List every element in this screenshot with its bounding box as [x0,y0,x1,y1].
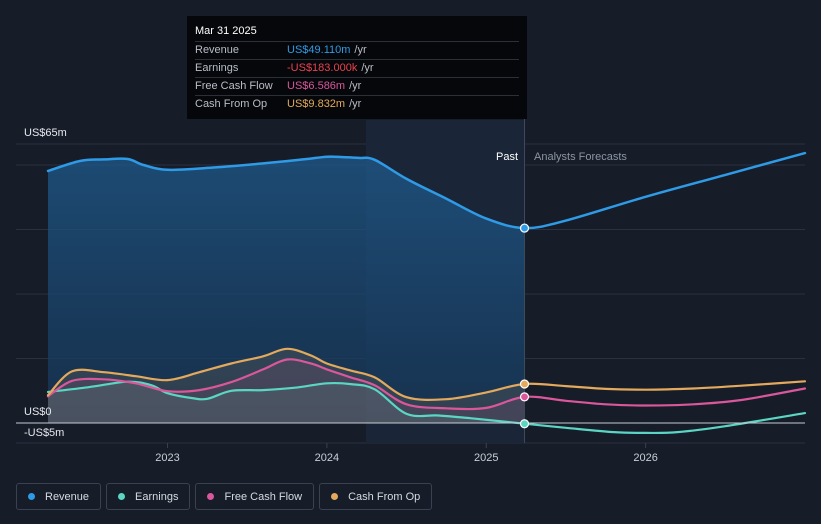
tooltip-value: US$49.110m [287,44,351,56]
tooltip-date: Mar 31 2025 [195,25,257,37]
tooltip-label: Free Cash Flow [195,80,273,92]
tooltip-row-revenue: Revenue US$49.110m /yr [195,41,519,59]
cash-from-op-point [519,379,530,389]
legend-item-free-cash-flow[interactable]: Free Cash Flow [195,483,315,510]
forecast-label: Analysts Forecasts [534,151,627,163]
x-tick-label: 2025 [474,452,498,464]
tooltip-unit: /yr [349,80,362,92]
series-lines [46,151,807,435]
x-tick-label: 2024 [315,452,339,464]
tooltip-unit: /yr [349,98,362,110]
earnings-dot-icon [118,493,126,500]
tooltip-value: -US$183.000k [287,62,358,74]
tooltip-unit: /yr [354,44,367,56]
earnings-area [48,381,525,424]
x-tick-label: 2023 [155,452,179,464]
y-axis-label-top: US$65m [24,127,67,139]
tooltip-row-free-cash-flow: Free Cash Flow US$6.586m /yr [195,77,519,95]
y-axis-label-negative: -US$5m [24,427,64,439]
free-cash-flow-area [48,359,525,423]
cash-from-op-dot-icon [331,493,339,500]
free-cash-flow-line [46,358,807,411]
legend-label: Earnings [135,490,179,503]
past-label: Past [496,151,518,163]
legend-label: Cash From Op [348,490,421,503]
tooltip-value: US$6.586m [287,80,346,92]
revenue-point [519,223,530,233]
legend-item-cash-from-op[interactable]: Cash From Op [319,483,433,510]
tooltip-label: Revenue [195,44,240,56]
free-cash-flow-point [519,392,530,402]
highlight-points [519,223,530,429]
tooltip-label: Cash From Op [195,98,268,110]
revenue-dot-icon [28,493,35,500]
legend: Revenue Earnings Free Cash Flow Cash Fro… [16,483,433,510]
tooltip-label: Earnings [195,62,239,74]
free-cash-flow-dot-icon [207,493,215,500]
x-axis-ticks: 2023 2024 2025 2026 [155,443,658,464]
revenue-area [48,156,525,424]
tooltip-unit: /yr [361,62,374,74]
legend-item-revenue[interactable]: Revenue [16,483,102,510]
revenue-line [46,151,807,230]
earnings-point [519,419,530,429]
legend-label: Free Cash Flow [224,490,303,503]
x-tick-label: 2026 [633,452,657,464]
legend-item-earnings[interactable]: Earnings [106,483,191,510]
tooltip-row-cash-from-op: Cash From Op US$9.832m /yr [195,95,519,113]
tooltip-value: US$9.832m [287,98,346,110]
tooltip: Mar 31 2025 Revenue US$49.110m /yr Earni… [187,16,527,119]
legend-label: Revenue [45,490,90,503]
cash-from-op-line [46,347,807,401]
tooltip-row-earnings: Earnings -US$183.000k /yr [195,59,519,77]
y-axis-label-zero: US$0 [24,406,52,418]
